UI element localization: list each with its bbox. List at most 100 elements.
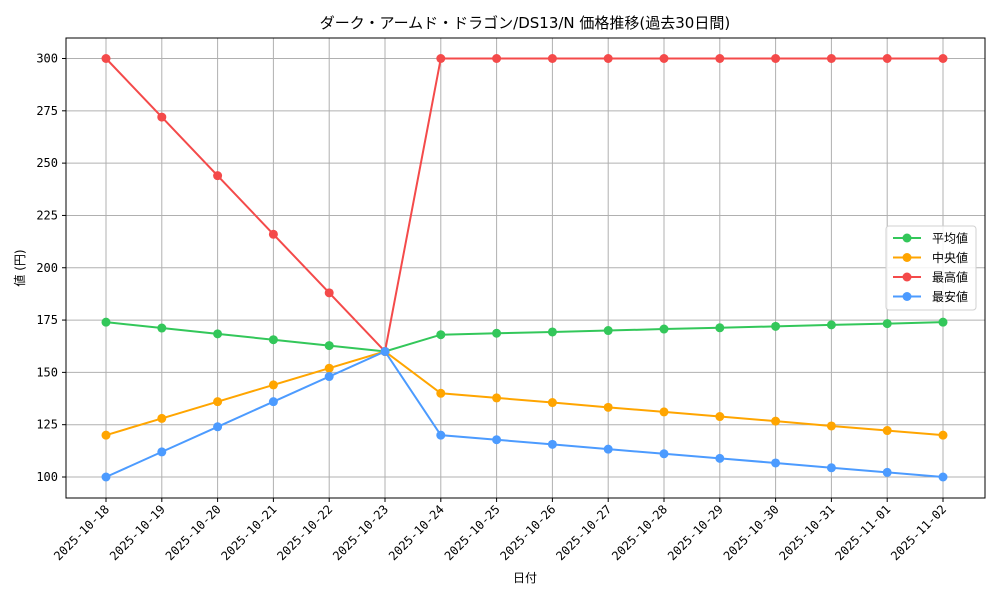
x-tick-label: 2025-10-25 bbox=[442, 502, 503, 563]
data-point bbox=[603, 402, 613, 412]
y-tick-label: 175 bbox=[36, 313, 58, 327]
x-tick-label: 2025-10-26 bbox=[498, 502, 559, 563]
data-point bbox=[882, 54, 892, 63]
x-tick-label: 2025-10-20 bbox=[163, 502, 224, 563]
x-tick-label: 2025-10-21 bbox=[219, 502, 280, 563]
data-point bbox=[380, 346, 390, 356]
data-series bbox=[101, 54, 948, 482]
data-point bbox=[436, 388, 446, 398]
legend-label: 最安値 bbox=[932, 289, 968, 304]
data-point bbox=[101, 430, 111, 440]
x-axis: 2025-10-182025-10-192025-10-202025-10-21… bbox=[51, 498, 949, 563]
data-point bbox=[771, 458, 781, 468]
data-point bbox=[547, 439, 557, 449]
data-point bbox=[771, 416, 781, 426]
data-point bbox=[547, 398, 557, 408]
y-tick-label: 250 bbox=[36, 156, 58, 170]
data-point bbox=[826, 54, 836, 63]
data-point bbox=[324, 288, 334, 298]
data-point bbox=[157, 112, 167, 122]
x-tick-label: 2025-10-29 bbox=[665, 502, 726, 563]
legend-label: 平均値 bbox=[932, 231, 968, 246]
data-point bbox=[938, 317, 948, 327]
data-point bbox=[659, 54, 669, 63]
y-tick-label: 300 bbox=[36, 52, 58, 66]
x-tick-label: 2025-10-23 bbox=[330, 502, 391, 563]
data-point bbox=[213, 397, 223, 407]
legend-label: 中央値 bbox=[932, 250, 968, 265]
data-point bbox=[101, 54, 111, 63]
data-point bbox=[826, 320, 836, 330]
y-tick-label: 225 bbox=[36, 208, 58, 222]
x-tick-label: 2025-10-24 bbox=[386, 502, 447, 563]
data-point bbox=[659, 324, 669, 334]
y-tick-label: 125 bbox=[36, 418, 58, 432]
data-point bbox=[603, 444, 613, 454]
y-tick-label: 200 bbox=[36, 261, 58, 275]
data-point bbox=[101, 317, 111, 327]
data-point bbox=[436, 330, 446, 340]
data-point bbox=[882, 467, 892, 477]
chart-title: ダーク・アームド・ドラゴン/DS13/N 価格推移(過去30日間) bbox=[320, 14, 730, 32]
data-point bbox=[826, 421, 836, 431]
legend-marker-icon bbox=[902, 272, 912, 282]
data-point bbox=[603, 54, 613, 63]
x-tick-label: 2025-10-19 bbox=[107, 502, 168, 563]
x-tick-label: 2025-11-01 bbox=[832, 502, 893, 563]
legend-marker-icon bbox=[902, 253, 912, 262]
data-point bbox=[715, 323, 725, 333]
data-point bbox=[882, 426, 892, 436]
data-point bbox=[268, 397, 278, 407]
data-point bbox=[715, 54, 725, 63]
data-point bbox=[268, 335, 278, 345]
legend-item: 最安値 bbox=[893, 289, 968, 304]
x-tick-label: 2025-10-31 bbox=[777, 502, 838, 563]
data-point bbox=[268, 229, 278, 239]
data-point bbox=[603, 326, 613, 336]
data-point bbox=[157, 447, 167, 457]
x-tick-label: 2025-10-27 bbox=[553, 502, 614, 563]
series-path bbox=[105, 350, 944, 437]
series-line bbox=[101, 54, 948, 356]
data-point bbox=[324, 372, 334, 382]
legend-item: 中央値 bbox=[893, 250, 968, 265]
legend-marker-icon bbox=[902, 292, 912, 301]
data-point bbox=[213, 422, 223, 432]
x-tick-label: 2025-10-18 bbox=[51, 502, 112, 563]
data-point bbox=[715, 453, 725, 463]
legend-item: 最高値 bbox=[893, 270, 968, 285]
data-point bbox=[157, 413, 167, 423]
data-point bbox=[659, 449, 669, 459]
x-axis-label: 日付 bbox=[513, 571, 537, 585]
x-tick-label: 2025-10-22 bbox=[274, 502, 335, 563]
series-path bbox=[105, 350, 944, 478]
y-tick-label: 150 bbox=[36, 365, 58, 379]
data-point bbox=[492, 435, 502, 445]
data-point bbox=[882, 319, 892, 329]
y-axis-label: 値 (円) bbox=[12, 249, 27, 286]
data-point bbox=[826, 463, 836, 473]
data-point bbox=[771, 321, 781, 331]
data-point bbox=[436, 54, 446, 63]
data-point bbox=[157, 323, 167, 333]
data-point bbox=[938, 430, 948, 440]
data-point bbox=[547, 327, 557, 337]
data-point bbox=[324, 341, 334, 351]
x-tick-label: 2025-10-28 bbox=[609, 502, 670, 563]
data-point bbox=[101, 472, 111, 482]
x-tick-label: 2025-11-02 bbox=[888, 502, 949, 563]
series-path bbox=[105, 321, 944, 353]
legend-box bbox=[885, 225, 977, 311]
data-point bbox=[213, 329, 223, 339]
data-point bbox=[492, 328, 502, 338]
series-line bbox=[101, 317, 948, 356]
legend-marker-icon bbox=[902, 233, 912, 243]
series-line bbox=[101, 346, 948, 440]
series-path bbox=[105, 57, 943, 354]
data-point bbox=[938, 54, 948, 63]
data-point bbox=[492, 54, 502, 63]
y-tick-label: 275 bbox=[36, 104, 58, 118]
legend-item: 平均値 bbox=[893, 231, 968, 246]
